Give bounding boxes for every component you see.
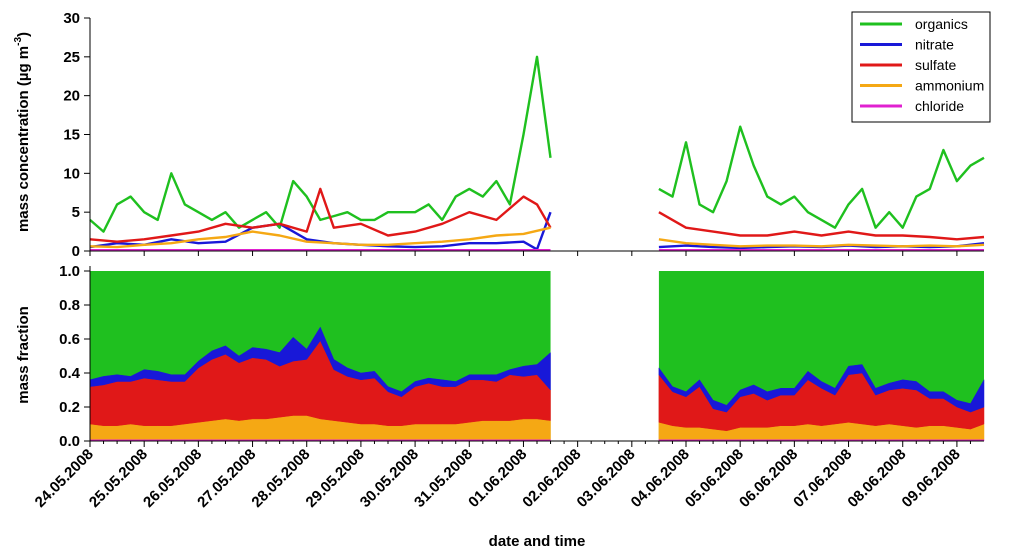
fraction-y-axis-title: mass fraction bbox=[15, 306, 32, 404]
concentration-y-tick-label: 30 bbox=[63, 10, 80, 27]
fraction-y-tick-label: 0.0 bbox=[59, 433, 80, 450]
fraction-panel: 0.0 0.2 0.4 0.6 0.8 1.0 mass fraction bbox=[15, 263, 985, 450]
concentration-y-tick-label: 25 bbox=[63, 49, 80, 66]
area-nitrate bbox=[658, 364, 985, 413]
legend-label-sulfate: sulfate bbox=[915, 57, 956, 73]
concentration-y-tick-label: 15 bbox=[63, 127, 80, 144]
fraction-y-tick-label: 1.0 bbox=[59, 263, 80, 280]
concentration-y-tick-label: 0 bbox=[72, 243, 80, 260]
fraction-y-tick-label: 0.2 bbox=[59, 399, 80, 416]
concentration-y-axis-title-main: mass concentration (µg m bbox=[15, 46, 32, 232]
legend-label-ammonium: ammonium bbox=[915, 78, 984, 94]
legend-label-nitrate: nitrate bbox=[915, 37, 954, 53]
x-axis-title: date and time bbox=[489, 533, 586, 550]
concentration-y-axis-title: mass concentration (µg m-3) bbox=[13, 32, 32, 232]
fraction-y-tick-label: 0.4 bbox=[59, 365, 81, 382]
fraction-y-ticks: 0.0 0.2 0.4 0.6 0.8 1.0 bbox=[59, 263, 90, 450]
concentration-plot-area bbox=[89, 55, 985, 252]
legend-items: organics nitrate sulfate ammonium chloride bbox=[860, 16, 984, 114]
concentration-panel: 0 5 10 15 20 25 30 mass concentration (µg m-3) bbox=[13, 10, 985, 260]
concentration-y-ticks: 0 5 10 15 20 25 30 bbox=[63, 10, 90, 260]
fraction-y-tick-label: 0.8 bbox=[59, 297, 80, 314]
concentration-y-tick-label: 20 bbox=[63, 88, 80, 105]
fraction-y-tick-label: 0.6 bbox=[59, 331, 80, 348]
concentration-y-axis-title-suffix: ) bbox=[15, 32, 32, 37]
concentration-y-tick-label: 5 bbox=[72, 204, 80, 221]
legend-box bbox=[851, 11, 991, 123]
area-nitrate bbox=[89, 326, 551, 398]
series-line-sulfate bbox=[89, 187, 985, 243]
series-line-ammonium bbox=[89, 226, 985, 249]
series-line-organics bbox=[89, 55, 985, 233]
x-tick-label: 09.06.2008 bbox=[899, 446, 964, 511]
concentration-y-axis-title-superscript: -3 bbox=[13, 37, 24, 46]
fraction-plot-area bbox=[89, 271, 985, 442]
legend-label-chloride: chloride bbox=[915, 98, 964, 114]
legend-label-organics: organics bbox=[915, 16, 968, 32]
legend: organics nitrate sulfate ammonium chloride bbox=[851, 11, 991, 123]
concentration-y-tick-label: 10 bbox=[63, 165, 80, 182]
